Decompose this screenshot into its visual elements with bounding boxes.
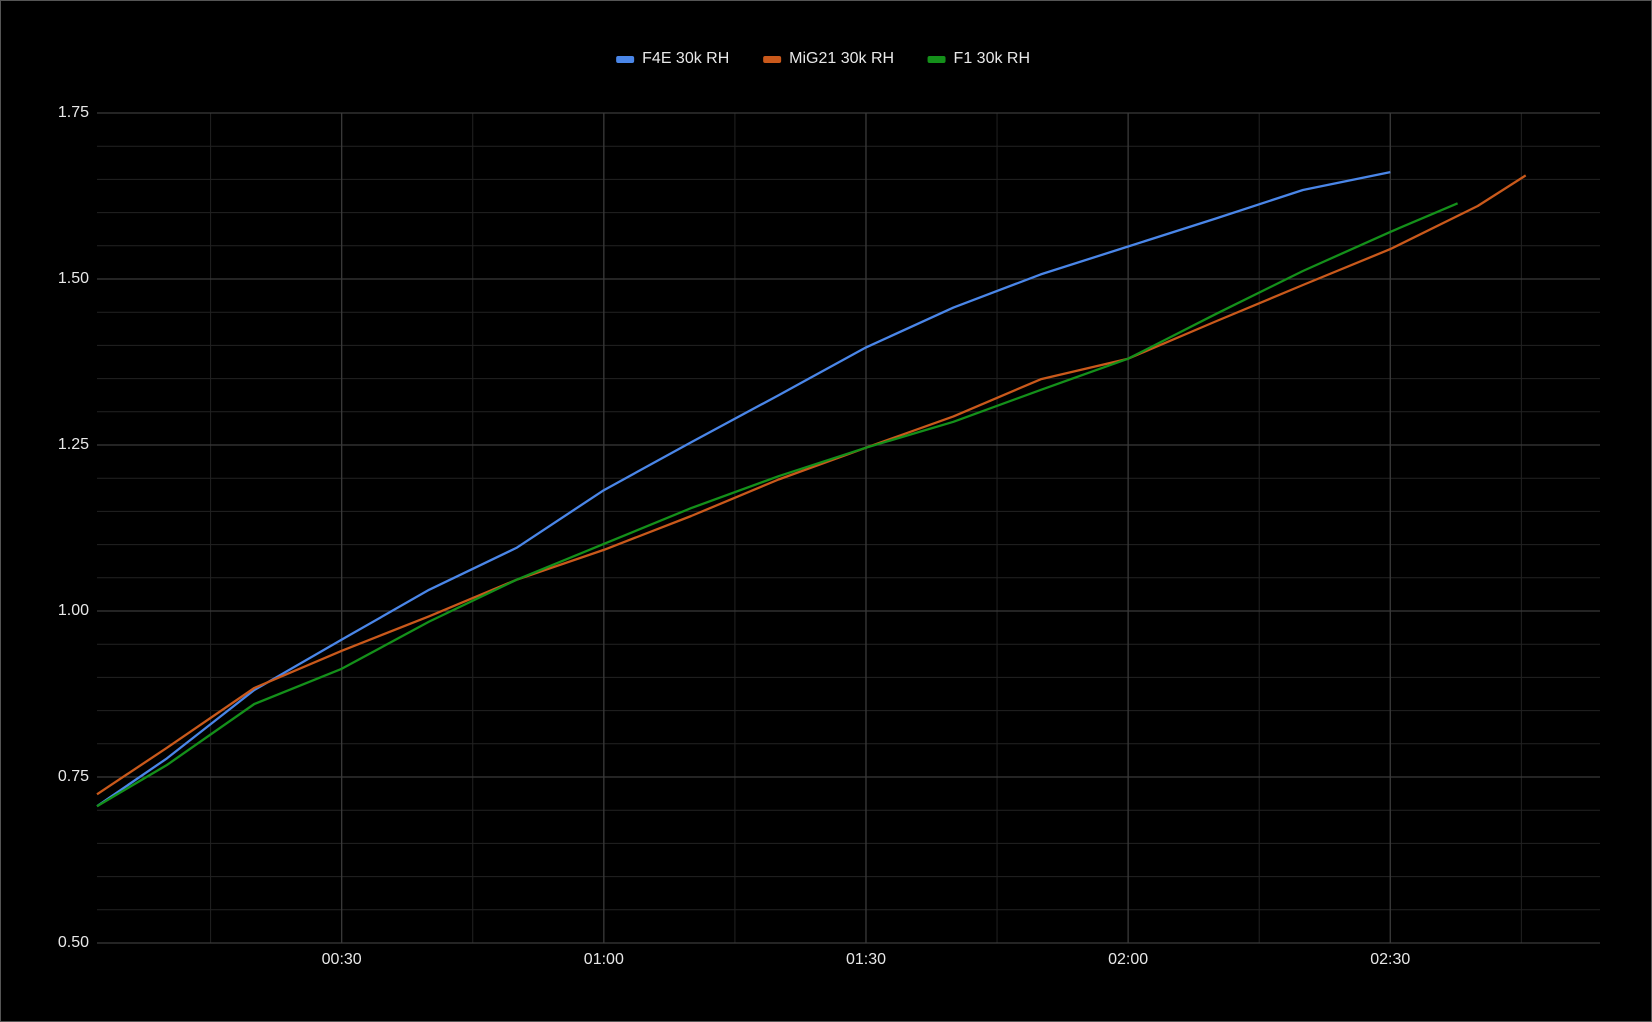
legend-swatch <box>616 56 635 63</box>
series-line <box>96 170 1391 808</box>
y-tick-label: 1.00 <box>58 602 89 619</box>
legend-label: F1 30k RH <box>954 50 1030 67</box>
legend-label: MiG21 30k RH <box>789 50 894 67</box>
x-tick-label: 02:00 <box>1108 951 1148 968</box>
y-tick-label: 0.50 <box>58 934 89 951</box>
y-tick-label: 1.50 <box>58 270 89 287</box>
x-tick-label: 00:30 <box>322 951 362 968</box>
legend-label: F4E 30k RH <box>642 50 729 67</box>
x-tick-label: 01:30 <box>846 951 886 968</box>
legend-swatch <box>927 56 946 63</box>
series-line <box>96 202 1459 808</box>
x-tick-label: 01:00 <box>584 951 624 968</box>
y-tick-label: 1.25 <box>58 436 89 453</box>
y-tick-label: 0.75 <box>58 768 89 785</box>
series-line <box>96 174 1527 796</box>
legend-swatch <box>763 56 782 63</box>
x-tick-label: 02:30 <box>1370 951 1410 968</box>
y-tick-label: 1.75 <box>58 104 89 121</box>
